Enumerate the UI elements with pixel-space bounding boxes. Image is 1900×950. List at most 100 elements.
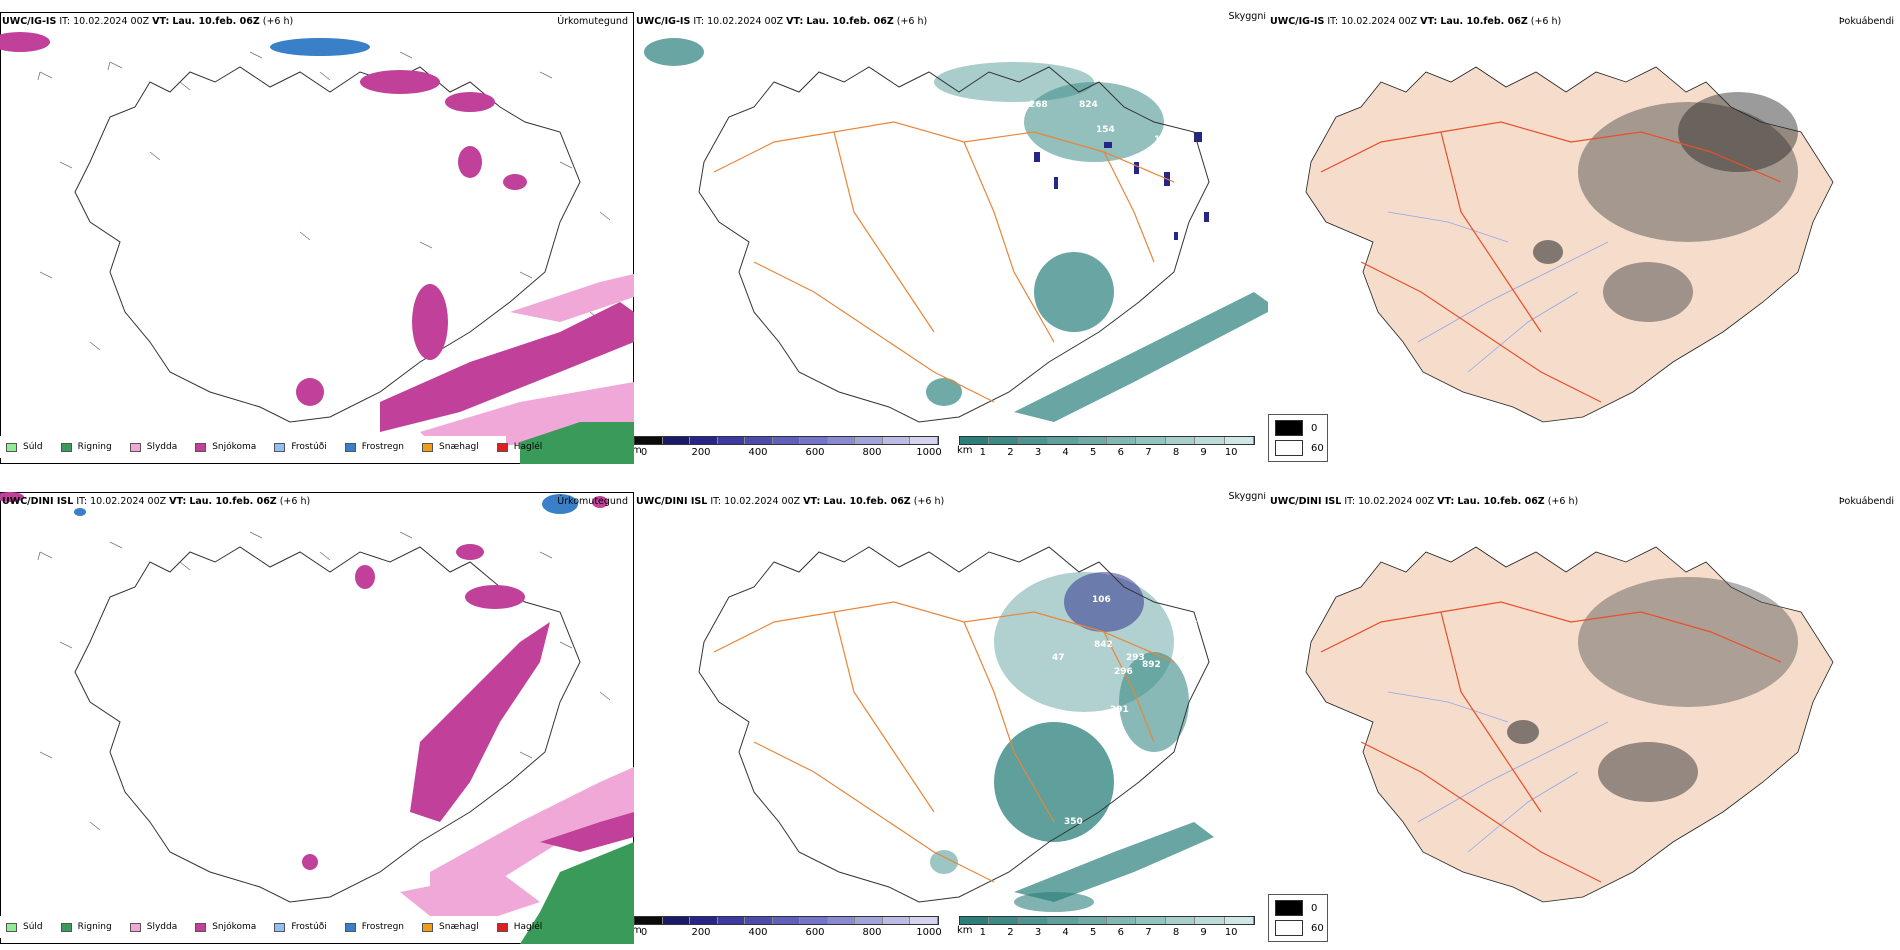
colorbar-tick: 800 [862, 447, 882, 458]
colorbar-cell [1165, 917, 1196, 924]
panel-title: Þokuábendi [1838, 496, 1894, 507]
colorbar-tick: 10 [1224, 927, 1238, 938]
legend-label: Frostregn [361, 442, 405, 452]
legend-swatch [129, 922, 141, 932]
colorbar-tick: 800 [862, 927, 882, 938]
colorbar-tick: 9 [1200, 927, 1207, 938]
fog-legend-swatch [1275, 420, 1303, 436]
rivers [1387, 691, 1609, 853]
roads [713, 121, 1175, 403]
vis-value: 296 [1114, 667, 1133, 677]
colorbar-cell [717, 437, 746, 444]
run-header: UWC/DINI ISL IT: 10.02.2024 00Z VT: Lau.… [2, 496, 310, 507]
vis-value: 293 [1126, 653, 1145, 663]
vis-value: 376 [1060, 335, 1079, 345]
lead-time: (+6 h) [913, 496, 945, 507]
colorbar-cell [745, 437, 773, 444]
colorbar-unit: km [957, 925, 973, 936]
colorbar-cell [910, 437, 939, 444]
visibility-colorbar-m: 0 200 400 600 800 1000 m [634, 916, 942, 942]
colorbar-cell [662, 437, 691, 444]
colorbar-tick: 0 [640, 447, 648, 458]
legend-item: Snjókoma [195, 922, 256, 932]
colorbar-cell [989, 917, 1019, 924]
colorbar-cells [634, 436, 939, 445]
legend-swatch [6, 922, 17, 932]
fog-legend-swatch [1275, 900, 1303, 916]
legend-label: Snæhagl [439, 922, 479, 932]
panel-title: Úrkomutegund [557, 496, 628, 507]
precip-legend: Súld Rigning Slydda Snjókoma Frostúði Frostre… [0, 436, 542, 458]
legend-item: Frostúði [274, 922, 327, 932]
roads [1320, 601, 1782, 883]
colorbar-ticks: 1 2 3 4 5 6 7 8 9 10 [959, 445, 1255, 459]
legend-item: Haglél [496, 922, 542, 932]
legend-item: Frostúði [274, 442, 327, 452]
colorbar-cell [882, 437, 911, 444]
legend-item: Slydda [129, 922, 177, 932]
colorbar-cell [1224, 917, 1255, 924]
colorbar-tick: 5 [1090, 447, 1097, 458]
run-header: UWC/IG-IS IT: 10.02.2024 00Z VT: Lau. 10… [1270, 16, 1561, 27]
vis-value: 131 [1174, 635, 1193, 645]
colorbar-tick: 10 [1224, 447, 1238, 458]
legend-item: Frostregn [344, 442, 405, 452]
colorbar-cell [989, 437, 1019, 444]
legend-item: Rigning [60, 922, 112, 932]
vis-fields [644, 38, 1268, 422]
visibility-colorbar-km: 1 2 3 4 5 6 7 8 9 10 km [957, 436, 1255, 462]
vt-label: VT: [1437, 496, 1455, 507]
legend-label: Rigning [77, 442, 112, 452]
colorbar-cell [717, 917, 746, 924]
model-name: UWC/IG-IS [636, 16, 691, 27]
roads [713, 601, 1175, 883]
legend-swatch [274, 442, 286, 452]
vt-label: VT: [803, 496, 821, 507]
legend-label: Snæhagl [439, 442, 479, 452]
panel-title: Úrkomutegund [557, 16, 628, 27]
legend-item: Súld [6, 922, 43, 932]
iceland-outline [74, 546, 581, 903]
colorbar-cell [1165, 437, 1196, 444]
legend-swatch [344, 922, 356, 932]
lead-time: (+6 h) [262, 16, 294, 27]
colorbar-cell [827, 437, 856, 444]
fog-legend-label: 60 [1311, 922, 1324, 934]
colorbar-tick: 2 [1007, 447, 1014, 458]
colorbar-cell [772, 917, 801, 924]
colorbar-tick: 2 [1007, 927, 1014, 938]
fog-legend-label: 0 [1311, 422, 1318, 434]
legend-label: Snjókoma [212, 922, 257, 932]
vis-value: 104 [1154, 135, 1173, 145]
lead-time: (+6 h) [896, 16, 928, 27]
legend-item: Súld [6, 442, 43, 452]
vt-value: Lau. 10.feb. 06Z [1440, 16, 1528, 27]
fog-legend: 0 60 [1268, 414, 1328, 462]
vis-value: 47 [1052, 653, 1065, 663]
vt-value: Lau. 10.feb. 06Z [823, 496, 911, 507]
colorbar-tick: 400 [748, 447, 768, 458]
legend-swatch [422, 922, 434, 932]
legend-swatch [6, 442, 17, 452]
legend-swatch [422, 442, 434, 452]
colorbar-cell [1077, 437, 1108, 444]
colorbar-cell [1018, 437, 1049, 444]
colorbar-cell [882, 917, 911, 924]
vis-value: 154 [1096, 125, 1115, 135]
vis-value: 350 [1064, 817, 1083, 827]
legend-label: Snjókoma [212, 442, 257, 452]
colorbar-unit: m [634, 925, 642, 936]
vis-value: 824 [1079, 100, 1098, 110]
colorbar-cell [960, 917, 990, 924]
colorbar-cell [800, 437, 828, 444]
colorbar-cell [635, 437, 663, 444]
legend-swatch [129, 442, 141, 452]
colorbar-unit: km [957, 445, 973, 456]
colorbar-cell [662, 917, 691, 924]
fog-legend-label: 60 [1311, 442, 1324, 454]
model-name: UWC/IG-IS [2, 16, 57, 27]
precip-map-top [0, 32, 634, 464]
lead-time: (+6 h) [1530, 16, 1562, 27]
legend-swatch [195, 922, 207, 932]
fog-indicator-panel-bottom: UWC/DINI ISL IT: 10.02.2024 00Z VT: Lau.… [1268, 492, 1900, 944]
